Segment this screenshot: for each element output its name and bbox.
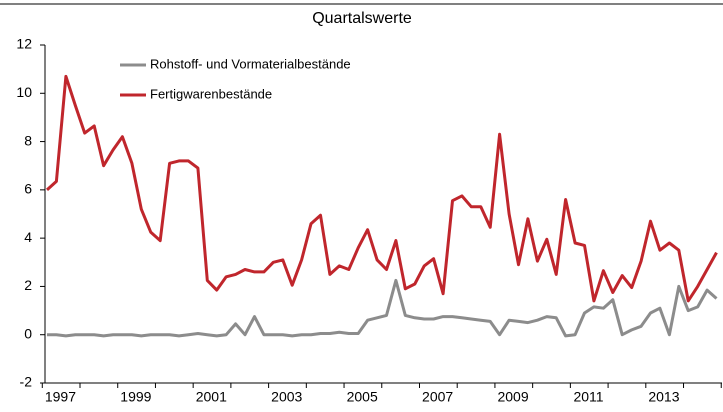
chart-title: Quartalswerte bbox=[312, 10, 412, 27]
legend-label: Fertigwarenbestände bbox=[150, 86, 272, 101]
series-line bbox=[45, 74, 718, 303]
x-tick-label: 2013 bbox=[648, 389, 679, 405]
y-tick-label: 12 bbox=[16, 36, 32, 52]
y-tick-label: 2 bbox=[24, 277, 32, 293]
x-tick-label: 1999 bbox=[120, 389, 151, 405]
y-tick-label: 10 bbox=[16, 84, 32, 100]
y-tick-label: 4 bbox=[24, 229, 32, 245]
x-tick-label: 2011 bbox=[573, 389, 603, 405]
x-tick-label: 2005 bbox=[347, 389, 378, 405]
series-line bbox=[47, 278, 718, 338]
legend-label: Rohstoff- und Vormaterialbestände bbox=[150, 56, 351, 71]
x-tick-label: 2007 bbox=[422, 389, 453, 405]
y-tick-label: 0 bbox=[24, 325, 32, 341]
y-tick-label: -2 bbox=[20, 374, 33, 390]
x-tick-label: 2009 bbox=[497, 389, 528, 405]
x-tick-label: 2003 bbox=[271, 389, 302, 405]
y-tick-label: 8 bbox=[24, 132, 32, 148]
x-tick-label: 1997 bbox=[45, 389, 76, 405]
x-tick-label: 2001 bbox=[196, 389, 227, 405]
y-tick-label: 6 bbox=[24, 181, 32, 197]
